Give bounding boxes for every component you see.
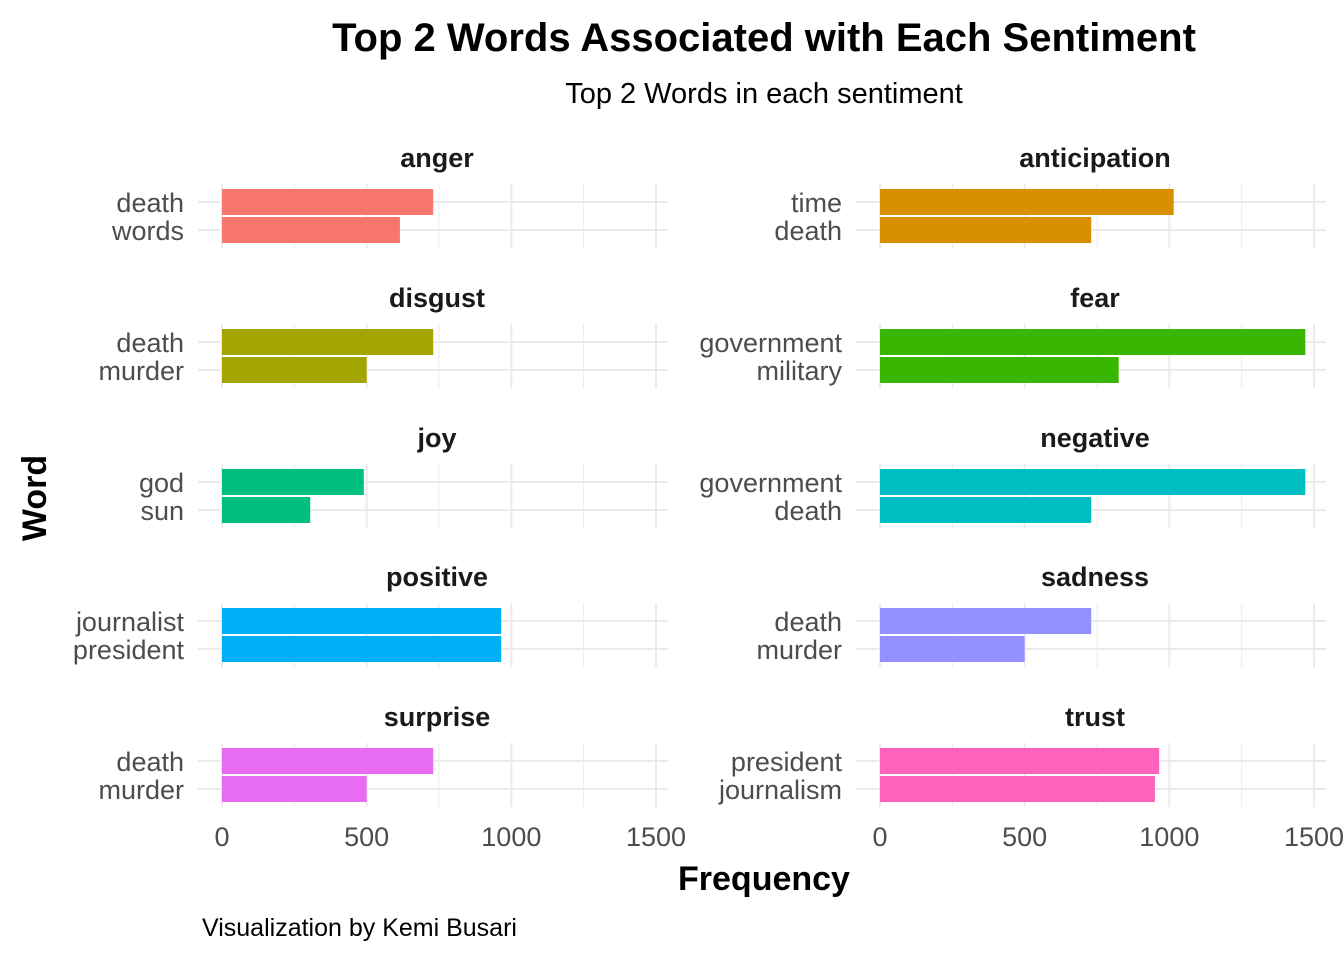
facet-label: trust (1065, 702, 1125, 732)
bar-anticipation-death (880, 217, 1092, 243)
y-tick-label: murder (98, 775, 184, 805)
y-tick-label: death (774, 607, 842, 637)
y-tick-label: death (774, 496, 842, 526)
facet-label: surprise (384, 702, 491, 732)
bar-sadness-death (880, 608, 1092, 634)
y-axis-title: Word (16, 455, 54, 541)
bar-fear-government (880, 329, 1306, 355)
y-tick-label: journalism (718, 775, 842, 805)
y-tick-label: military (757, 356, 843, 386)
bar-anticipation-time (880, 189, 1174, 215)
x-tick-label: 500 (1002, 822, 1047, 852)
facet-label: joy (416, 423, 456, 453)
facet-label: positive (386, 562, 488, 592)
x-tick-label: 1000 (1139, 822, 1199, 852)
y-tick-label: sun (140, 496, 184, 526)
bar-trust-journalism (880, 776, 1155, 802)
bar-joy-god (222, 469, 364, 495)
facet-label: fear (1070, 283, 1120, 313)
bar-anger-death (222, 189, 434, 215)
y-tick-label: death (116, 747, 184, 777)
x-tick-label: 1500 (626, 822, 686, 852)
facet-label: anticipation (1019, 143, 1171, 173)
bar-positive-journalist (222, 608, 502, 634)
x-tick-label: 500 (344, 822, 389, 852)
chart-caption: Visualization by Kemi Busari (202, 914, 517, 942)
facet-label: negative (1040, 423, 1150, 453)
x-axis-title: Frequency (678, 860, 850, 898)
bar-disgust-murder (222, 357, 367, 383)
bar-sadness-murder (880, 636, 1025, 662)
y-tick-label: journalist (75, 607, 185, 637)
bar-surprise-murder (222, 776, 367, 802)
bar-surprise-death (222, 748, 434, 774)
facet-label: anger (400, 143, 474, 173)
y-tick-label: murder (756, 635, 842, 665)
facet-label: disgust (389, 283, 485, 313)
y-tick-label: god (139, 468, 184, 498)
facet-panels: angerdeathwordsanticipationtimedeathdisg… (73, 143, 1326, 807)
y-tick-label: murder (98, 356, 184, 386)
x-tick-label: 0 (214, 822, 229, 852)
y-tick-label: time (791, 188, 842, 218)
y-tick-label: death (116, 188, 184, 218)
facet-label: sadness (1041, 562, 1149, 592)
bar-joy-sun (222, 497, 311, 523)
bar-disgust-death (222, 329, 434, 355)
bar-anger-words (222, 217, 400, 243)
bar-negative-death (880, 497, 1092, 523)
y-tick-label: death (116, 328, 184, 358)
x-tick-label: 1500 (1284, 822, 1344, 852)
y-tick-label: government (699, 468, 842, 498)
chart-subtitle: Top 2 Words in each sentiment (565, 78, 963, 110)
x-tick-label: 0 (872, 822, 887, 852)
y-tick-label: president (731, 747, 843, 777)
y-tick-label: words (111, 216, 184, 246)
y-tick-label: president (73, 635, 185, 665)
chart-title: Top 2 Words Associated with Each Sentime… (332, 16, 1196, 60)
bar-fear-military (880, 357, 1119, 383)
x-axes: 0 500 1000 1500 0 500 1000 1500 (214, 822, 1344, 852)
bar-negative-government (880, 469, 1306, 495)
y-tick-label: death (774, 216, 842, 246)
bar-positive-president (222, 636, 502, 662)
x-tick-label: 1000 (481, 822, 541, 852)
y-tick-label: government (699, 328, 842, 358)
bar-trust-president (880, 748, 1160, 774)
